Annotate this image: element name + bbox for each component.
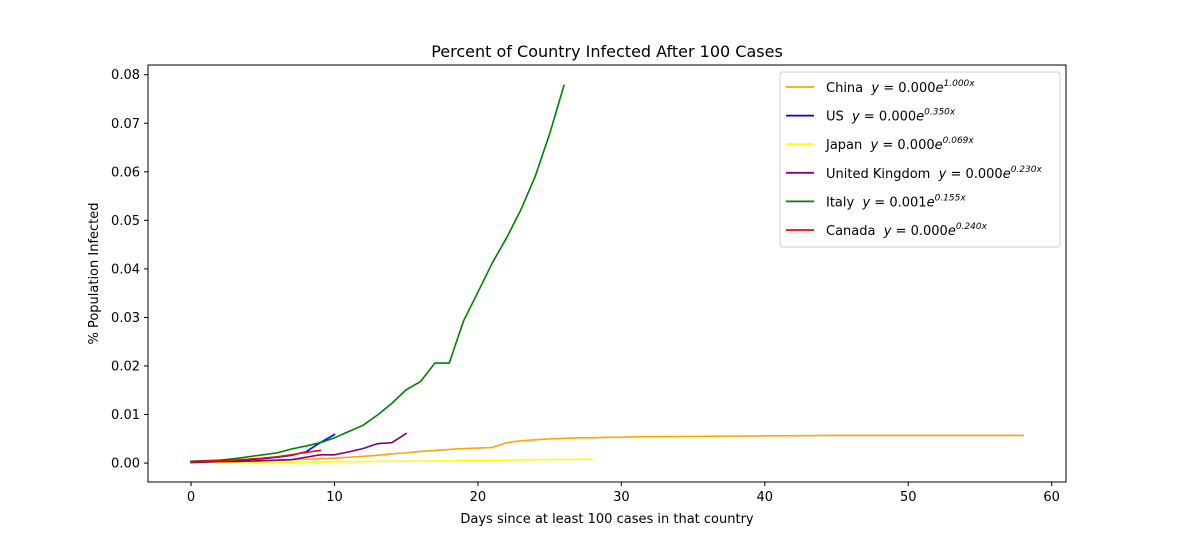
legend-exponent: 0.230x <box>1011 165 1043 175</box>
x-tick-label: 20 <box>470 490 487 505</box>
legend-text-part: United Kingdom <box>826 167 939 182</box>
y-tick-label: 0.03 <box>111 311 140 326</box>
y-tick-label: 0.07 <box>111 117 140 132</box>
legend-text-part: y <box>861 195 870 210</box>
series-line <box>190 449 322 463</box>
x-tick-label: 10 <box>326 490 343 505</box>
x-axis-label: Days since at least 100 cases in that co… <box>460 512 754 527</box>
legend-text-part: = <box>860 110 879 125</box>
legend-box <box>779 71 1061 248</box>
legend-text-part: y <box>870 138 879 153</box>
legend-text-part: e <box>916 110 924 125</box>
legend-exponent: 0.350x <box>924 108 956 118</box>
x-tick-label: 50 <box>900 490 917 505</box>
legend-text-part: = <box>879 81 898 96</box>
legend-text-part: 0.001 <box>889 195 926 210</box>
legend-text-part: y <box>851 110 860 125</box>
y-tick-label: 0.01 <box>111 408 140 423</box>
legend-text-part: y <box>938 167 947 182</box>
legend-text-part: 0.000 <box>911 224 948 239</box>
x-tick-label: 40 <box>757 490 774 505</box>
y-tick-label: 0.04 <box>111 262 140 277</box>
series-line <box>190 458 594 464</box>
series-line <box>190 84 565 462</box>
legend-text-part: 0.000 <box>897 138 934 153</box>
y-tick-label: 0.05 <box>111 214 140 229</box>
legend-text-part: China <box>826 81 871 96</box>
legend-exponent: 0.155x <box>935 193 967 203</box>
legend-text-part: y <box>883 224 892 239</box>
legend-text-part: US <box>826 110 852 125</box>
legend-entry-label: United Kingdom y = 0.000e0.230x <box>826 165 1042 182</box>
legend-text-part: e <box>935 138 943 153</box>
legend-text-part: 0.000 <box>879 110 916 125</box>
legend-entry-label: Italy y = 0.001e0.155x <box>826 193 966 210</box>
x-tick-label: 30 <box>613 490 630 505</box>
legend-text-part: e <box>948 224 956 239</box>
y-axis-label: % Population Infected <box>87 202 102 344</box>
legend-text-part: e <box>1003 167 1011 182</box>
x-tick-label: 0 <box>187 490 195 505</box>
legend-entry-label: US y = 0.000e0.350x <box>826 108 956 125</box>
legend-text-part: = <box>891 224 910 239</box>
legend-text-part: = <box>870 195 889 210</box>
plot-frame <box>147 64 1067 483</box>
legend-text-part: Japan <box>825 138 871 153</box>
legend-text-part: Canada <box>826 224 884 239</box>
series-line <box>190 432 408 464</box>
legend-entry-label: Canada y = 0.000e0.240x <box>826 222 988 239</box>
legend-entry-label: Japan y = 0.000e0.069x <box>825 136 974 153</box>
legend-text-part: 0.000 <box>965 167 1002 182</box>
y-tick-label: 0.02 <box>111 359 140 374</box>
chart-title: Percent of Country Infected After 100 Ca… <box>431 42 783 61</box>
plot-lines <box>190 84 1024 464</box>
legend-text-part: e <box>936 81 944 96</box>
legend-text-part: 0.000 <box>898 81 935 96</box>
x-axis-ticks: 0 10 20 30 40 50 60 <box>187 482 1060 505</box>
legend-text-part: e <box>927 195 935 210</box>
legend-exponent: 0.069x <box>943 136 975 146</box>
y-tick-label: 0.08 <box>111 68 140 83</box>
y-tick-label: 0.06 <box>111 165 140 180</box>
legend-exponent: 0.240x <box>956 222 988 232</box>
legend-text-part: = <box>946 167 965 182</box>
x-tick-label: 60 <box>1043 490 1060 505</box>
y-tick-label: 0.00 <box>111 457 140 472</box>
legend-text-part: Italy <box>826 195 862 210</box>
y-axis-ticks: 0.00 0.01 0.02 0.03 0.04 0.05 0.06 0.07 0.08 <box>111 68 148 472</box>
legend-entry-label: China y = 0.000e1.000x <box>826 79 975 96</box>
legend-text-part: = <box>878 138 897 153</box>
legend-exponent: 1.000x <box>944 79 976 89</box>
legend-text-part: y <box>870 81 879 96</box>
